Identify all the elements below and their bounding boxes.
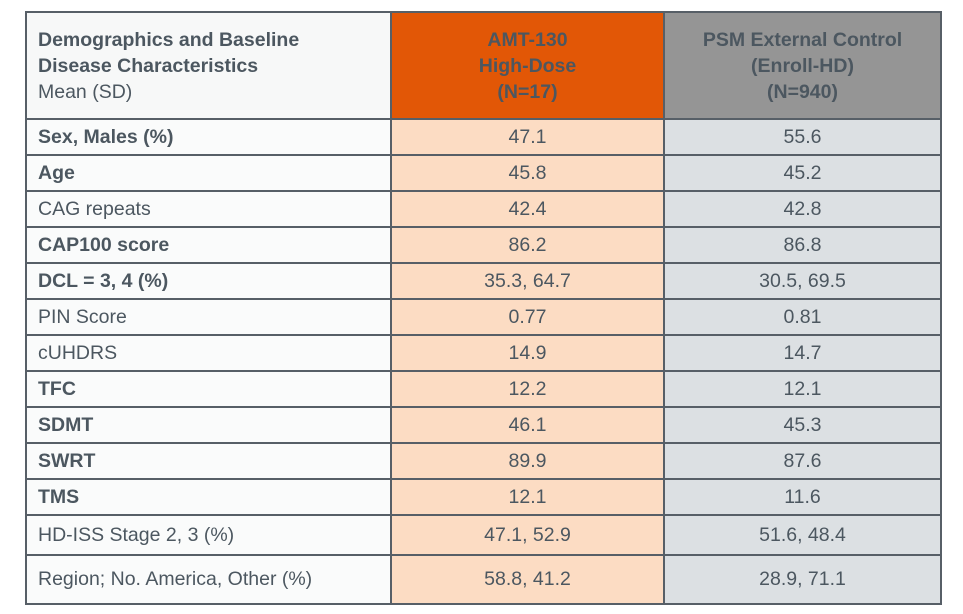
header-psm-external-control: PSM External Control (Enroll-HD) (N=940) bbox=[663, 11, 942, 120]
psm-value: 14.7 bbox=[663, 334, 942, 372]
amt130-value: 14.9 bbox=[390, 334, 665, 372]
psm-value: 55.6 bbox=[663, 118, 942, 156]
row-label: PIN Score bbox=[25, 298, 392, 336]
psm-value: 11.6 bbox=[663, 478, 942, 516]
amt130-value: 12.2 bbox=[390, 370, 665, 408]
table-row: Age 45.8 45.2 bbox=[25, 154, 942, 192]
row-label: cUHDRS bbox=[25, 334, 392, 372]
header-title-line1: Demographics and Baseline bbox=[38, 28, 300, 51]
psm-header-line3: (N=940) bbox=[767, 80, 838, 103]
amt130-value: 45.8 bbox=[390, 154, 665, 192]
psm-value: 42.8 bbox=[663, 190, 942, 228]
psm-value: 51.6, 48.4 bbox=[663, 514, 942, 556]
psm-value: 45.3 bbox=[663, 406, 942, 444]
table-row: Region; No. America, Other (%) 58.8, 41.… bbox=[25, 554, 942, 605]
psm-header-line2: (Enroll-HD) bbox=[751, 54, 854, 77]
amt130-value: 47.1, 52.9 bbox=[390, 514, 665, 556]
psm-value: 0.81 bbox=[663, 298, 942, 336]
row-label: CAG repeats bbox=[25, 190, 392, 228]
table-row: HD-ISS Stage 2, 3 (%) 47.1, 52.9 51.6, 4… bbox=[25, 514, 942, 556]
table-row: cUHDRS 14.9 14.7 bbox=[25, 334, 942, 372]
header-amt130-high-dose: AMT-130 High-Dose (N=17) bbox=[390, 11, 665, 120]
amt-header-line3: (N=17) bbox=[497, 80, 558, 103]
amt130-value: 46.1 bbox=[390, 406, 665, 444]
amt-header-line1: AMT-130 bbox=[487, 28, 568, 51]
amt130-value: 35.3, 64.7 bbox=[390, 262, 665, 300]
psm-value: 87.6 bbox=[663, 442, 942, 480]
table-row: SWRT 89.9 87.6 bbox=[25, 442, 942, 480]
row-label: Age bbox=[25, 154, 392, 192]
table-row: DCL = 3, 4 (%) 35.3, 64.7 30.5, 69.5 bbox=[25, 262, 942, 300]
row-label: TMS bbox=[25, 478, 392, 516]
table-row: TMS 12.1 11.6 bbox=[25, 478, 942, 516]
amt130-value: 86.2 bbox=[390, 226, 665, 264]
psm-value: 28.9, 71.1 bbox=[663, 554, 942, 605]
psm-value: 30.5, 69.5 bbox=[663, 262, 942, 300]
table-row: CAG repeats 42.4 42.8 bbox=[25, 190, 942, 228]
table-row: CAP100 score 86.2 86.8 bbox=[25, 226, 942, 264]
table-row: TFC 12.2 12.1 bbox=[25, 370, 942, 408]
amt130-value: 58.8, 41.2 bbox=[390, 554, 665, 605]
psm-value: 45.2 bbox=[663, 154, 942, 192]
psm-header-line1: PSM External Control bbox=[702, 28, 903, 51]
amt130-value: 12.1 bbox=[390, 478, 665, 516]
row-label: CAP100 score bbox=[25, 226, 392, 264]
amt130-value: 42.4 bbox=[390, 190, 665, 228]
table-row: PIN Score 0.77 0.81 bbox=[25, 298, 942, 336]
demographics-table-container: Demographics and Baseline Disease Charac… bbox=[25, 11, 942, 605]
amt130-value: 89.9 bbox=[390, 442, 665, 480]
row-label: TFC bbox=[25, 370, 392, 408]
table-row: Sex, Males (%) 47.1 55.6 bbox=[25, 118, 942, 156]
header-subtitle-mean-sd: Mean (SD) bbox=[38, 80, 133, 103]
row-label: SDMT bbox=[25, 406, 392, 444]
row-label: Sex, Males (%) bbox=[25, 118, 392, 156]
amt130-value: 0.77 bbox=[390, 298, 665, 336]
row-label: DCL = 3, 4 (%) bbox=[25, 262, 392, 300]
psm-value: 12.1 bbox=[663, 370, 942, 408]
psm-value: 86.8 bbox=[663, 226, 942, 264]
demographics-baseline-table: Demographics and Baseline Disease Charac… bbox=[25, 11, 942, 605]
header-title-line2: Disease Characteristics bbox=[38, 54, 259, 77]
amt-header-line2: High-Dose bbox=[478, 54, 577, 77]
table-row: SDMT 46.1 45.3 bbox=[25, 406, 942, 444]
header-characteristics: Demographics and Baseline Disease Charac… bbox=[25, 11, 392, 120]
table-header-row: Demographics and Baseline Disease Charac… bbox=[25, 11, 942, 120]
row-label: HD-ISS Stage 2, 3 (%) bbox=[25, 514, 392, 556]
row-label: Region; No. America, Other (%) bbox=[25, 554, 392, 605]
amt130-value: 47.1 bbox=[390, 118, 665, 156]
row-label: SWRT bbox=[25, 442, 392, 480]
